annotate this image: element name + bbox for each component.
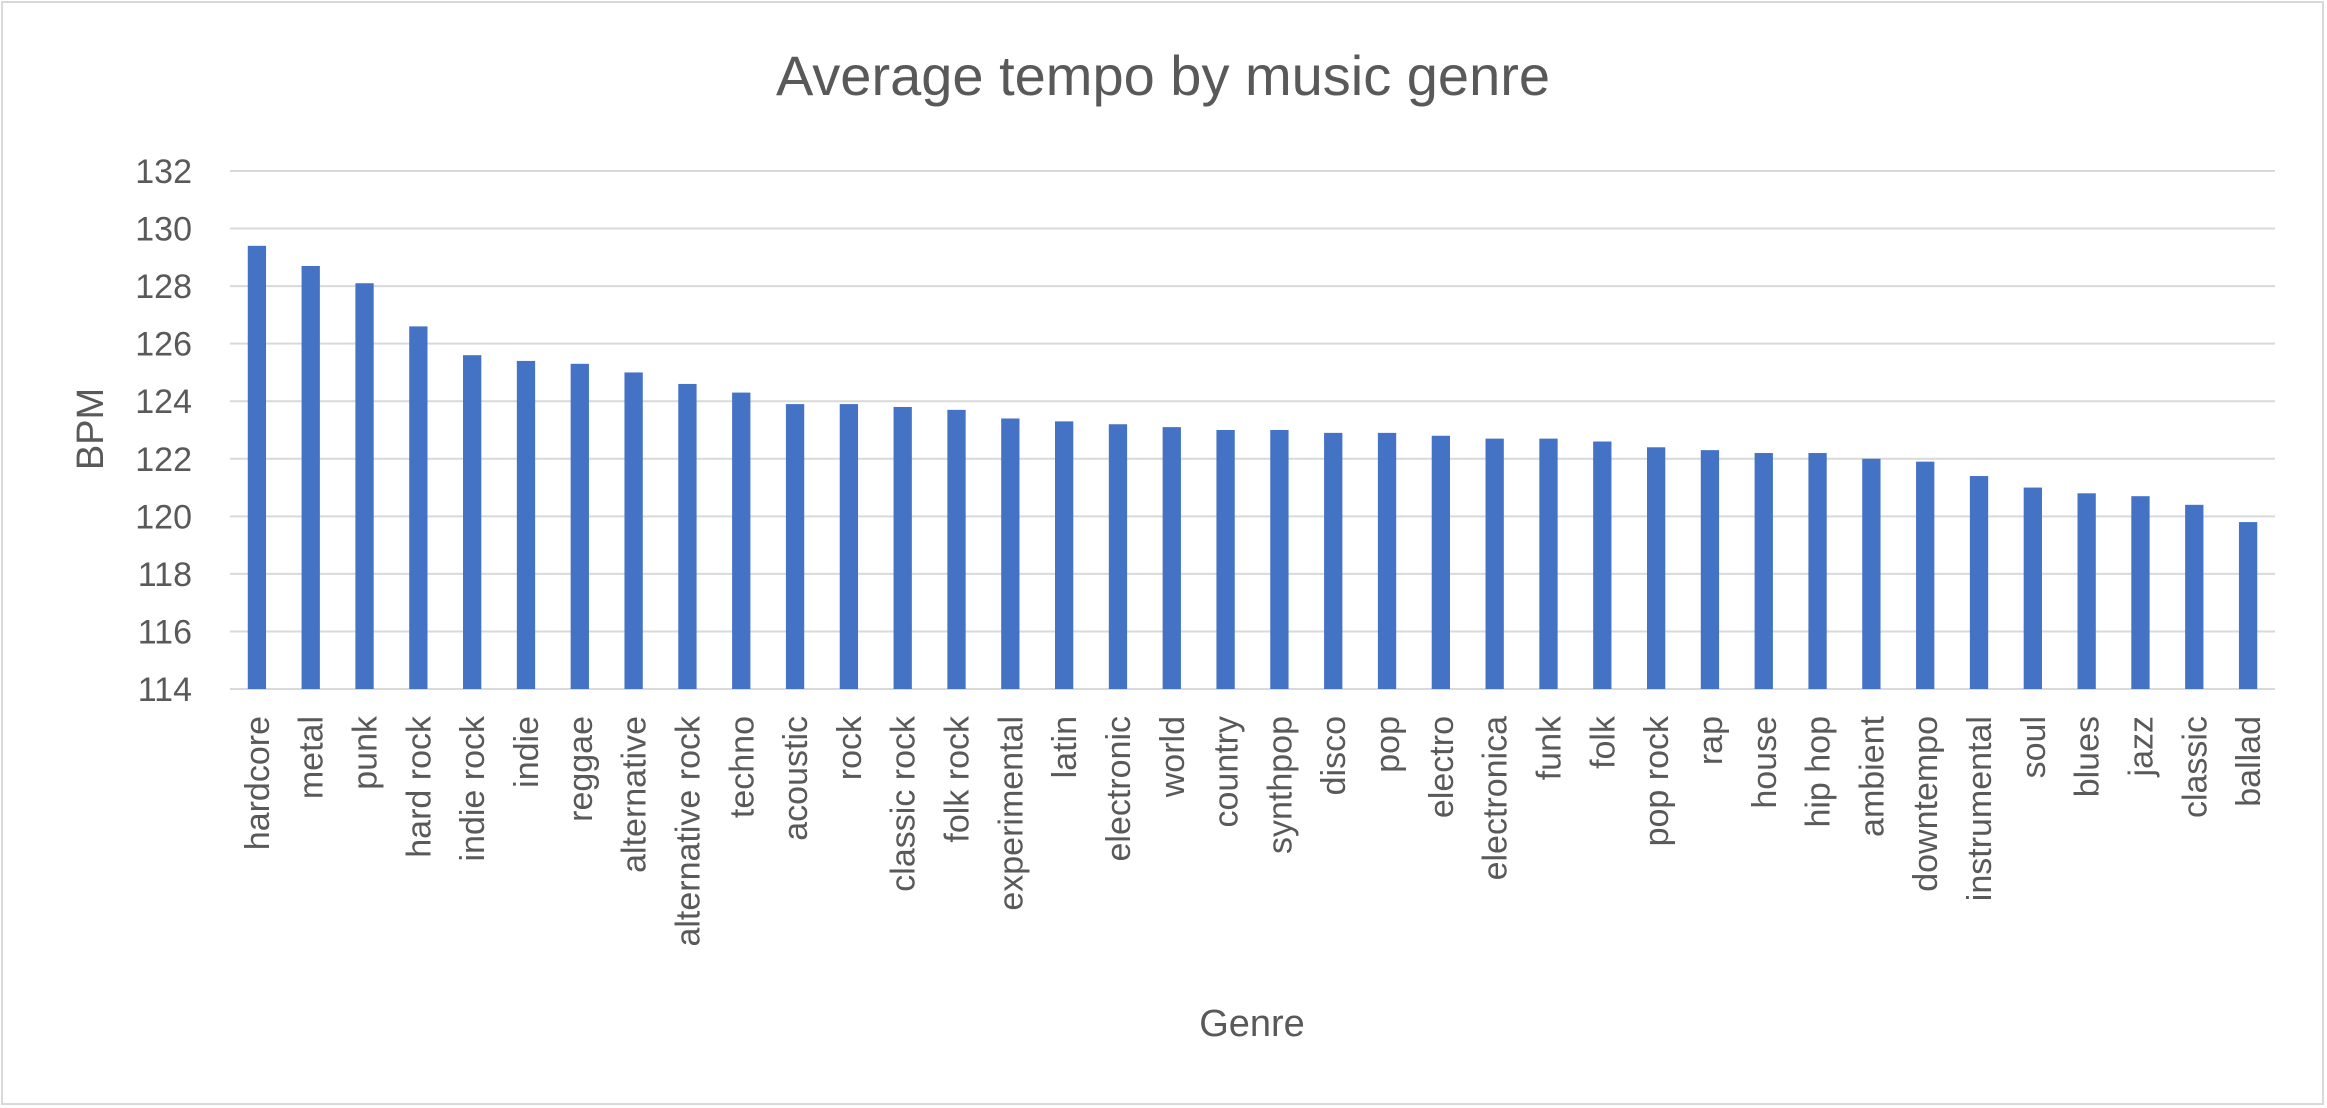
bar-acoustic: [785, 404, 805, 689]
x-category-label: acoustic: [777, 716, 815, 841]
y-tick-label: 124: [135, 383, 192, 421]
y-tick-label: 120: [135, 498, 192, 536]
chart-title: Average tempo by music genre: [776, 44, 1550, 107]
bar-indie: [516, 360, 536, 689]
x-category-label: techno: [723, 716, 761, 818]
bar-electronic: [1108, 424, 1128, 689]
bar-ballad: [2238, 522, 2258, 689]
x-category-label: world: [1154, 716, 1192, 798]
x-category-label: metal: [293, 716, 331, 799]
bar-folk: [1593, 441, 1612, 689]
x-category-label: folk: [1584, 715, 1622, 769]
x-category-label: hard rock: [400, 715, 438, 858]
x-category-label: ambient: [1853, 715, 1891, 837]
x-category-label: rap: [1692, 716, 1730, 765]
x-category-label: instrumental: [1961, 716, 1999, 901]
y-axis-ticks: 114 116 118 120 122 124 126 128 130 132: [135, 153, 192, 709]
bar-rock: [839, 404, 859, 689]
x-axis-title: Genre: [1199, 1003, 1305, 1045]
gridlines: [230, 170, 2275, 690]
x-category-label: electronic: [1100, 716, 1138, 862]
bar-classic: [2185, 504, 2204, 689]
x-category-label: alternative: [616, 716, 654, 873]
x-category-label: electronica: [1477, 716, 1515, 881]
bars: [247, 245, 2258, 690]
x-category-label: downtempo: [1907, 716, 1945, 892]
y-tick-label: 130: [135, 211, 192, 249]
bar-metal: [301, 265, 320, 689]
bar-punk: [355, 283, 374, 689]
bar-house: [1754, 453, 1773, 689]
x-category-label: classic: [2176, 716, 2214, 818]
x-category-label: synthpop: [1261, 716, 1299, 854]
x-category-label: reggae: [562, 716, 600, 822]
x-category-label: indie: [508, 716, 546, 788]
bar-classic-rock: [893, 406, 912, 689]
y-tick-label: 122: [135, 441, 192, 479]
bar-electro: [1431, 435, 1451, 689]
bar-downtempo: [1916, 461, 1935, 689]
y-tick-label: 116: [138, 613, 192, 651]
y-tick-label: 128: [135, 268, 192, 306]
bar-experimental: [1001, 418, 1020, 689]
x-category-label: latin: [1046, 716, 1084, 778]
y-tick-label: 118: [138, 556, 192, 594]
x-category-label: indie rock: [454, 715, 492, 862]
bar-indie-rock: [463, 355, 482, 689]
bar-alternative: [624, 372, 643, 689]
bar-disco: [1324, 432, 1343, 689]
bar-pop: [1377, 432, 1397, 689]
x-category-label: hardcore: [239, 716, 277, 850]
bar-hip-hop: [1808, 453, 1827, 689]
x-category-label: ballad: [2230, 716, 2268, 807]
y-axis-title: BPM: [70, 388, 112, 470]
bar-latin: [1054, 421, 1074, 689]
x-category-label: disco: [1315, 716, 1353, 795]
x-category-label: soul: [2015, 716, 2053, 778]
bar-folk-rock: [947, 409, 966, 689]
bar-soul: [2023, 487, 2042, 689]
x-axis-categories: hardcore metal punk hard rock indie rock indi…: [239, 715, 2268, 947]
bar-alternative-rock: [678, 383, 697, 689]
x-category-label: electro: [1423, 716, 1461, 818]
x-category-label: alternative rock: [669, 715, 707, 947]
y-tick-label: 132: [135, 153, 192, 191]
bar-rap: [1700, 450, 1720, 689]
bar-funk: [1539, 438, 1558, 689]
x-category-label: house: [1746, 716, 1784, 809]
bar-pop-rock: [1646, 447, 1666, 689]
y-tick-label: 114: [138, 671, 192, 709]
y-tick-label: 126: [135, 326, 192, 364]
bar-instrumental: [1969, 476, 1989, 689]
bar-hard-rock: [409, 326, 428, 689]
x-category-label: experimental: [992, 716, 1030, 911]
bar-country: [1216, 430, 1235, 689]
bar-world: [1162, 427, 1181, 689]
bar-reggae: [570, 363, 589, 689]
bar-hardcore: [247, 245, 267, 690]
bar-electronica: [1485, 438, 1504, 689]
x-category-label: country: [1208, 716, 1246, 828]
x-category-label: blues: [2069, 716, 2107, 797]
bar-jazz: [2131, 496, 2150, 689]
bar-ambient: [1862, 458, 1881, 689]
x-category-label: rock: [831, 715, 869, 780]
x-category-label: punk: [347, 715, 385, 790]
x-category-label: jazz: [2122, 716, 2160, 777]
bar-synthpop: [1270, 430, 1289, 689]
x-category-label: hip hop: [1800, 716, 1838, 828]
bar-techno: [732, 392, 751, 689]
x-category-label: classic rock: [885, 715, 923, 892]
x-category-label: folk rock: [939, 715, 977, 843]
x-category-label: funk: [1530, 715, 1568, 780]
x-category-label: pop: [1369, 716, 1407, 773]
x-category-label: pop rock: [1638, 715, 1676, 846]
bar-blues: [2077, 493, 2096, 689]
